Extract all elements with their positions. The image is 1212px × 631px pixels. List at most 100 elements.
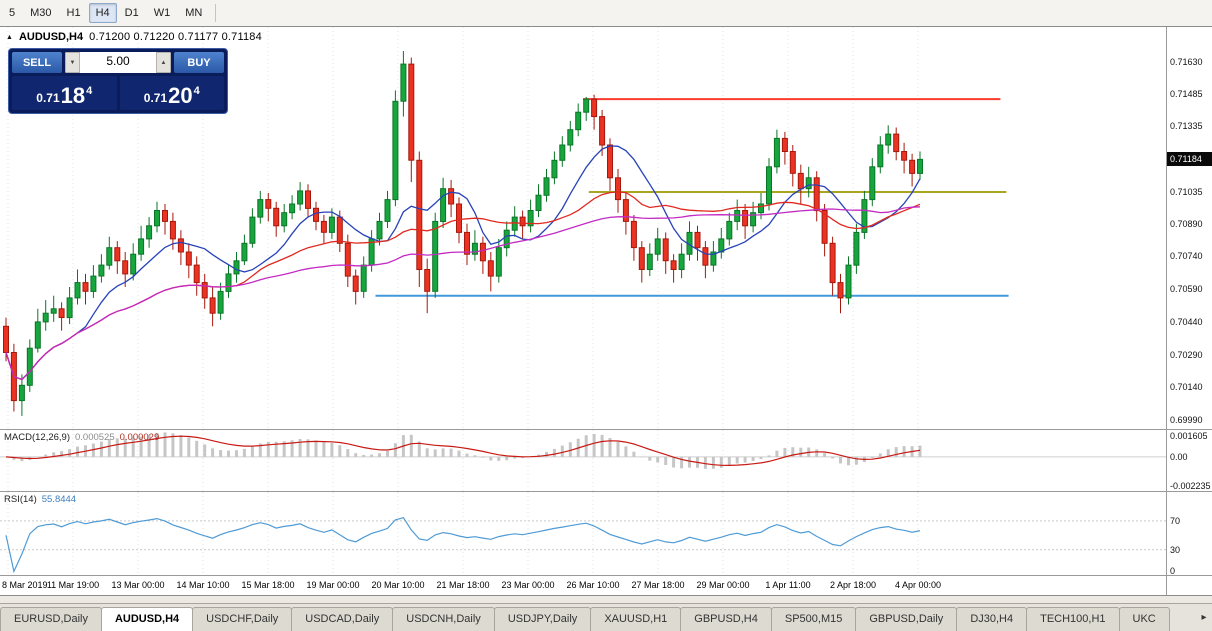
macd-plot[interactable]: MACD(12,26,9) 0.000525 0.000029	[0, 430, 1166, 491]
timeframe-button-mn[interactable]: MN	[185, 7, 203, 19]
chart-tab-gbpusd-daily[interactable]: GBPUSD,Daily	[855, 607, 958, 631]
chart-tab-usdjpy-daily[interactable]: USDJPY,Daily	[493, 607, 592, 631]
macd-header: MACD(12,26,9) 0.000525 0.000029	[4, 432, 159, 443]
chart-ohlc-values: 0.71200 0.71220 0.71177 0.71184	[89, 31, 262, 43]
macd-signal-value: 0.000029	[119, 432, 160, 443]
trade-prices-row: 0.71 18 4 0.71 20 4	[12, 76, 224, 110]
rsi-value: 55.8444	[41, 494, 77, 505]
time-axis-label: 21 Mar 18:00	[436, 580, 490, 590]
price-axis-label: 0.70590	[1170, 284, 1203, 295]
chart-tab-usdcad-daily[interactable]: USDCAD,Daily	[291, 607, 394, 631]
one-click-trading-panel: SELL ▼ 5.00 ▲ BUY 0.71 18 4	[8, 48, 228, 114]
chart-tab-eurusd-daily[interactable]: EURUSD,Daily	[0, 607, 102, 631]
time-axis-label: 14 Mar 10:00	[176, 580, 230, 590]
buy-button[interactable]: BUY	[174, 52, 224, 73]
time-axis-label: 8 Mar 2019	[2, 580, 48, 590]
time-axis-label: 27 Mar 18:00	[631, 580, 685, 590]
rsi-axis-label: 30	[1170, 544, 1181, 555]
trade-controls-row: SELL ▼ 5.00 ▲ BUY	[12, 52, 224, 73]
rsi-axis-label: 0	[1170, 566, 1176, 577]
macd-axis-label: 0.00	[1170, 451, 1188, 462]
rsi-pane: RSI(14) 55.8444 70 30 0	[0, 492, 1212, 576]
price-axis-label: 0.70440	[1170, 316, 1203, 327]
current-price-badge: 0.71184	[1167, 152, 1212, 167]
chart-tab-gbpusd-h4[interactable]: GBPUSD,H4	[680, 607, 772, 631]
time-axis-label: 11 Mar 19:00	[46, 580, 100, 590]
chart-tab-tech100-h1[interactable]: TECH100,H1	[1026, 607, 1120, 631]
toolbar-separator	[215, 4, 217, 22]
time-axis-label: 4 Apr 00:00	[894, 580, 942, 590]
rsi-label: RSI(14)	[4, 494, 37, 505]
time-axis-row: 8 Mar 2019 11 Mar 19:00 13 Mar 00:00 14 Mar…	[0, 576, 1212, 595]
time-axis-label: 13 Mar 00:00	[111, 580, 165, 590]
chart-tab-usdcnh-daily[interactable]: USDCNH,Daily	[392, 607, 495, 631]
rsi-axis: 70 30 0	[1166, 492, 1212, 577]
chart-tab-sp500-m15[interactable]: SP500,M15	[770, 607, 857, 631]
price-axis-label: 0.70890	[1170, 218, 1203, 229]
one-click-toggle-icon[interactable]: ▲	[6, 33, 13, 41]
price-axis-label: 0.69990	[1170, 415, 1203, 426]
macd-axis-label: 0.001605	[1170, 431, 1208, 441]
price-axis-label: 0.70740	[1170, 251, 1203, 262]
horizontal-trend-lines	[375, 98, 1009, 297]
price-axis: 0.71184 0.71630 0.71485 0.71335 0.71035 0.70…	[1166, 27, 1212, 429]
time-axis-label: 20 Mar 10:00	[371, 580, 425, 590]
macd-label: MACD(12,26,9)	[4, 432, 70, 443]
sell-price-prefix: 0.71	[36, 91, 60, 105]
moving-averages-layer	[5, 145, 921, 381]
buy-price-display[interactable]: 0.71 20 4	[119, 76, 224, 110]
macd-main-value: 0.000525	[75, 432, 115, 443]
chart-tab-audusd-h4[interactable]: AUDUSD,H4	[100, 607, 194, 631]
price-axis-label: 0.70290	[1170, 349, 1203, 360]
rsi-canvas	[0, 492, 1166, 575]
macd-pane: MACD(12,26,9) 0.000525 0.000029 0.001605…	[0, 430, 1212, 492]
macd-canvas	[0, 430, 1166, 491]
time-axis-label: 15 Mar 18:00	[241, 580, 295, 590]
time-axis-label: 19 Mar 00:00	[306, 580, 360, 590]
chart-tab-usdchf-daily[interactable]: USDCHF,Daily	[192, 607, 293, 631]
volume-input[interactable]: 5.00	[106, 54, 130, 68]
macd-signal-line	[5, 435, 921, 467]
timeframe-toolbar: 5 M30 H1 H4 D1 W1 MN	[0, 0, 1212, 26]
timeframe-button-w1[interactable]: W1	[153, 7, 171, 19]
time-axis: 8 Mar 2019 11 Mar 19:00 13 Mar 00:00 14 Mar…	[0, 576, 1166, 595]
timeframe-button-h4[interactable]: H4	[88, 3, 117, 23]
candles-layer	[3, 51, 923, 416]
tab-scroll-right-button[interactable]: ▸	[1197, 609, 1211, 625]
price-axis-label: 0.70140	[1170, 382, 1203, 393]
chart-tab-dj30-h4[interactable]: DJ30,H4	[956, 607, 1028, 631]
chart-tab-ukc[interactable]: UKC	[1118, 607, 1170, 631]
volume-stepper: ▼ 5.00 ▲	[65, 52, 171, 73]
sell-price-display[interactable]: 0.71 18 4	[12, 76, 117, 110]
bottom-strip	[0, 596, 1212, 603]
buy-price-pips: 20	[168, 83, 193, 108]
chart-tab-xauusd-h1[interactable]: XAUUSD,H1	[590, 607, 682, 631]
sell-price-pips: 18	[60, 83, 86, 108]
macd-histogram	[12, 432, 922, 469]
rsi-line	[5, 517, 921, 574]
main-chart-plot[interactable]: ▲ AUDUSD,H4 0.71200 0.71220 0.71177 0.71…	[0, 27, 1166, 429]
timeframe-button-d1[interactable]: D1	[124, 7, 139, 19]
volume-increase-button[interactable]: ▲	[156, 52, 171, 73]
price-axis-label: 0.71035	[1170, 186, 1203, 197]
time-axis-label: 2 Apr 18:00	[829, 580, 877, 590]
timeframe-button-h1[interactable]: H1	[66, 7, 81, 19]
chart-tabs: EURUSD,Daily AUDUSD,H4 USDCHF,Daily USDCAD,…	[0, 604, 1170, 631]
time-axis-label: 29 Mar 00:00	[696, 580, 750, 590]
chart-workspace: ▲ AUDUSD,H4 0.71200 0.71220 0.71177 0.71…	[0, 26, 1212, 596]
buy-price-point: 4	[193, 85, 200, 97]
timeframe-button-5[interactable]: 5	[9, 7, 16, 19]
time-axis-label: 1 Apr 11:00	[765, 580, 811, 590]
chart-header: ▲ AUDUSD,H4 0.71200 0.71220 0.71177 0.71…	[6, 31, 262, 43]
rsi-axis-label: 70	[1170, 515, 1181, 526]
macd-axis-label: -0.002235	[1170, 481, 1211, 491]
sell-button[interactable]: SELL	[12, 52, 62, 73]
timeframe-button-m30[interactable]: M30	[30, 7, 52, 19]
chart-symbol-label: AUDUSD,H4	[18, 31, 84, 43]
volume-decrease-button[interactable]: ▼	[65, 52, 80, 73]
time-axis-label: 26 Mar 10:00	[566, 580, 620, 590]
main-chart-canvas	[3, 27, 1009, 429]
rsi-plot[interactable]: RSI(14) 55.8444	[0, 492, 1166, 575]
sell-price-point: 4	[86, 85, 93, 97]
